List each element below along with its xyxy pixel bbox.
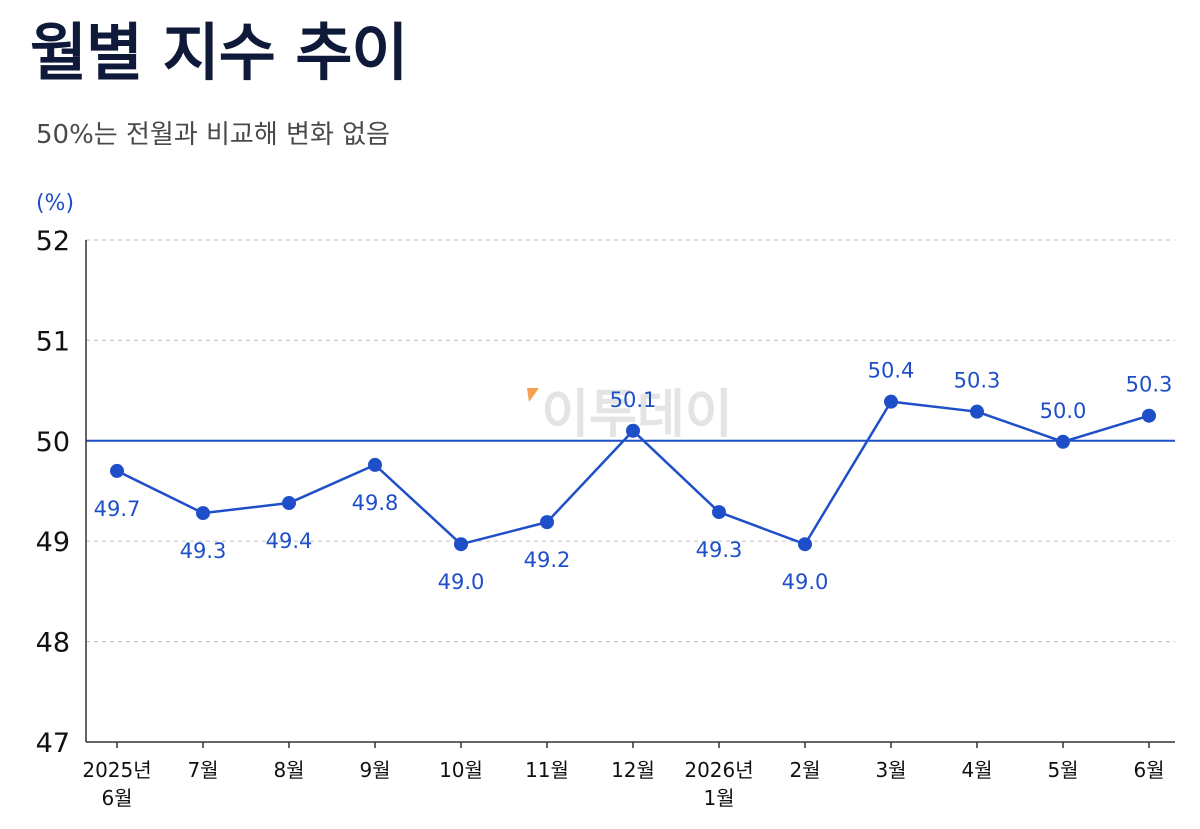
data-label-11: 50.0 (1040, 399, 1087, 423)
data-label-5: 49.2 (524, 548, 571, 572)
y-tick-label-50: 50 (36, 427, 70, 458)
y-tick-label-48: 48 (36, 628, 70, 659)
data-point-4 (454, 537, 468, 552)
x-tick-label-0-0: 2025년 (82, 758, 151, 782)
data-label-1: 49.3 (180, 539, 227, 563)
x-tick-label-6-0: 12월 (611, 758, 655, 782)
x-tick-label-0-1: 6월 (101, 786, 132, 810)
data-label-6: 50.1 (610, 388, 657, 412)
data-point-5 (540, 515, 554, 530)
data-label-2: 49.4 (266, 529, 313, 553)
x-tick-label-7-0: 2026년 (684, 758, 753, 782)
x-tick-label-5-0: 11월 (525, 758, 569, 782)
y-tick-label-49: 49 (36, 527, 70, 558)
data-label-0: 49.7 (94, 497, 141, 521)
x-tick-label-7-1: 1월 (703, 786, 734, 810)
data-label-4: 49.0 (438, 570, 485, 594)
y-axis-unit-label: (%) (36, 191, 74, 216)
x-tick-label-4-0: 10월 (439, 758, 483, 782)
y-tick-label-47: 47 (36, 728, 70, 759)
data-label-12: 50.3 (1126, 373, 1173, 397)
data-labels: 49.7 49.3 49.4 49.8 49.0 49.2 50.1 49.3 49.0 50.4… (94, 359, 1173, 595)
data-label-3: 49.8 (352, 491, 399, 515)
x-tick-label-11-0: 5월 (1047, 758, 1078, 782)
grid-lines (86, 239, 1175, 643)
data-point-8 (798, 537, 812, 552)
data-point-7 (712, 505, 726, 520)
y-tick-label-51: 51 (36, 326, 70, 357)
data-point-12 (1142, 408, 1156, 423)
data-point-0 (110, 463, 124, 478)
y-tick-label-52: 52 (36, 226, 70, 257)
x-tick-label-12-0: 6월 (1133, 758, 1164, 782)
watermark-accent-mark (527, 388, 539, 402)
x-tick-label-2-0: 8월 (273, 758, 304, 782)
data-label-8: 49.0 (782, 570, 829, 594)
chart-subtitle: 50%는 전월과 비교해 변화 없음 (36, 120, 390, 150)
x-tick-label-1-0: 7월 (187, 758, 218, 782)
data-points (110, 394, 1156, 552)
x-tick-label-3-0: 9월 (359, 758, 390, 782)
data-point-11 (1056, 434, 1070, 449)
data-point-9 (884, 394, 898, 409)
data-point-6 (626, 423, 640, 438)
data-label-9: 50.4 (868, 359, 915, 383)
x-tick-label-9-0: 3월 (875, 758, 906, 782)
axes: 47 48 49 50 51 52 (%) 2025년 6월 7월 8월 9월 10월 11월 12월 202… (36, 191, 1175, 810)
data-label-10: 50.3 (954, 369, 1001, 393)
chart-title: 월별 지수 추이 (30, 16, 408, 89)
x-tick-label-10-0: 4월 (961, 758, 992, 782)
data-point-1 (196, 506, 210, 521)
x-tick-label-8-0: 2월 (789, 758, 820, 782)
data-point-10 (970, 404, 984, 419)
data-point-2 (282, 496, 296, 511)
data-point-3 (368, 457, 382, 472)
data-label-7: 49.3 (696, 538, 743, 562)
